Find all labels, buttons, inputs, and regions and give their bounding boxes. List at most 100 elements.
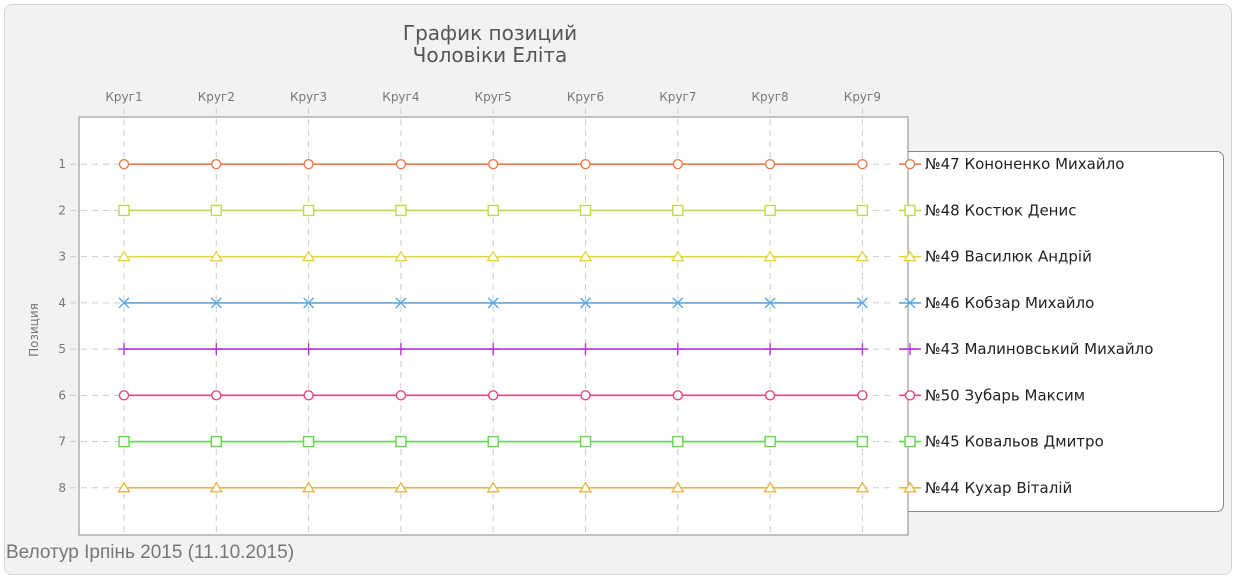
data-point — [487, 343, 500, 356]
data-point — [764, 204, 776, 217]
data-point — [303, 297, 315, 309]
legend-label: №48 Костюк Денис — [925, 201, 1076, 219]
x-tick-label: Круг6 — [567, 90, 604, 104]
y-tick-label: 8 — [58, 481, 66, 495]
data-point — [210, 204, 223, 217]
y-tick-label: 3 — [58, 250, 66, 264]
x-tick-label: Круг2 — [198, 90, 235, 104]
data-point — [672, 435, 684, 448]
data-point — [488, 390, 499, 401]
data-point — [672, 390, 683, 401]
chart-title: График позиций — [402, 21, 578, 45]
x-tick-label: Круг1 — [105, 90, 142, 104]
data-point — [672, 159, 683, 170]
data-point — [904, 204, 916, 217]
data-point — [672, 297, 684, 309]
chart-subtitle: Чоловіки Еліта — [412, 43, 568, 67]
data-point — [857, 390, 868, 401]
legend-label: №50 Зубарь Максим — [925, 386, 1085, 404]
data-point — [301, 481, 316, 493]
x-tick-label: Круг7 — [659, 90, 696, 104]
data-point — [210, 297, 222, 309]
data-point — [117, 481, 131, 493]
legend-layer: №47 Кононенко Михайло №48 Костюк Денис №49… — [899, 155, 1153, 497]
data-point — [394, 250, 408, 262]
data-point — [303, 390, 314, 401]
data-point — [394, 481, 408, 493]
data-point — [394, 343, 407, 356]
data-point — [580, 159, 591, 170]
y-tick-label: 6 — [58, 388, 66, 402]
axis-layer: Круг1 Круг2 Круг3 Круг4 Круг5 Круг6 Круг7 Круг8… — [58, 90, 881, 495]
x-tick-label: Круг3 — [290, 90, 327, 104]
data-point — [764, 435, 776, 448]
data-point — [118, 435, 130, 448]
data-point — [579, 204, 592, 217]
data-point — [211, 159, 222, 170]
data-point — [580, 297, 591, 309]
y-tick-label: 7 — [58, 435, 66, 449]
y-tick-label: 4 — [58, 296, 66, 310]
data-point — [118, 204, 130, 217]
y-tick-label: 2 — [58, 203, 66, 217]
data-point — [578, 481, 593, 493]
data-point — [580, 390, 591, 401]
data-point — [211, 390, 222, 401]
data-point — [209, 481, 224, 493]
data-point — [763, 250, 777, 262]
data-point — [764, 343, 777, 356]
legend-label: №47 Кононенко Михайло — [925, 155, 1124, 173]
y-tick-label: 5 — [58, 342, 66, 356]
legend-label: №49 Василюк Андрій — [925, 248, 1092, 266]
x-tick-label: Круг9 — [844, 90, 881, 104]
data-point — [209, 250, 224, 262]
data-point — [857, 159, 868, 170]
data-point — [672, 204, 684, 217]
data-point — [856, 297, 868, 309]
data-point — [487, 204, 499, 217]
data-point — [118, 159, 130, 170]
legend-label: №46 Кобзар Михайло — [925, 294, 1094, 312]
data-point — [904, 435, 916, 448]
data-point — [856, 343, 869, 356]
data-point — [486, 250, 500, 262]
data-point — [904, 343, 916, 356]
data-point — [904, 390, 916, 401]
legend-label: №43 Малиновський Михайло — [925, 340, 1153, 358]
data-point — [210, 435, 223, 448]
data-point — [117, 250, 131, 262]
data-point — [395, 435, 407, 448]
data-point — [855, 250, 870, 262]
data-point — [395, 204, 407, 217]
data-point — [904, 159, 916, 170]
data-point — [118, 343, 130, 356]
data-point — [763, 481, 777, 493]
data-point — [578, 250, 593, 262]
data-point — [903, 481, 917, 493]
footer-caption: Велотур Ірпінь 2015 (11.10.2015) — [6, 542, 295, 563]
data-point — [487, 297, 499, 309]
legend-label: №44 Кухар Віталій — [925, 479, 1072, 497]
data-point — [210, 343, 223, 356]
data-point — [764, 390, 776, 401]
data-point — [487, 435, 499, 448]
data-point — [302, 435, 315, 448]
data-point — [671, 343, 684, 356]
data-point — [486, 481, 500, 493]
x-tick-label: Круг8 — [752, 90, 789, 104]
data-point — [764, 159, 776, 170]
data-point — [395, 297, 407, 309]
data-point — [903, 250, 917, 262]
data-point — [395, 159, 407, 170]
data-point — [764, 297, 776, 309]
legend — [894, 151, 1224, 512]
data-point — [118, 297, 130, 309]
data-point — [579, 435, 592, 448]
legend-label: №45 Ковальов Дмитро — [925, 433, 1104, 451]
data-point — [302, 343, 315, 356]
y-tick-label: 1 — [58, 157, 66, 171]
y-axis-label: Позиция — [27, 303, 41, 357]
data-point — [856, 204, 869, 217]
data-point — [118, 390, 130, 401]
